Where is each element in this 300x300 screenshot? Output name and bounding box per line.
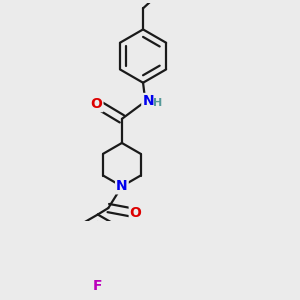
Text: N: N	[116, 179, 128, 194]
Text: N: N	[142, 94, 154, 108]
Text: H: H	[153, 98, 162, 108]
Text: O: O	[130, 206, 142, 220]
Text: F: F	[93, 279, 103, 293]
Text: O: O	[91, 97, 102, 111]
